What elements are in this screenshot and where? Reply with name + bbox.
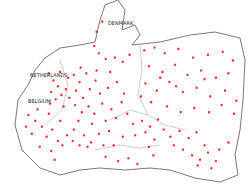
svg-text:DENMARK: DENMARK xyxy=(108,20,134,26)
svg-text:NETHERLANDS: NETHERLANDS xyxy=(30,72,67,78)
svg-text:BELGIUM: BELGIUM xyxy=(28,98,51,104)
